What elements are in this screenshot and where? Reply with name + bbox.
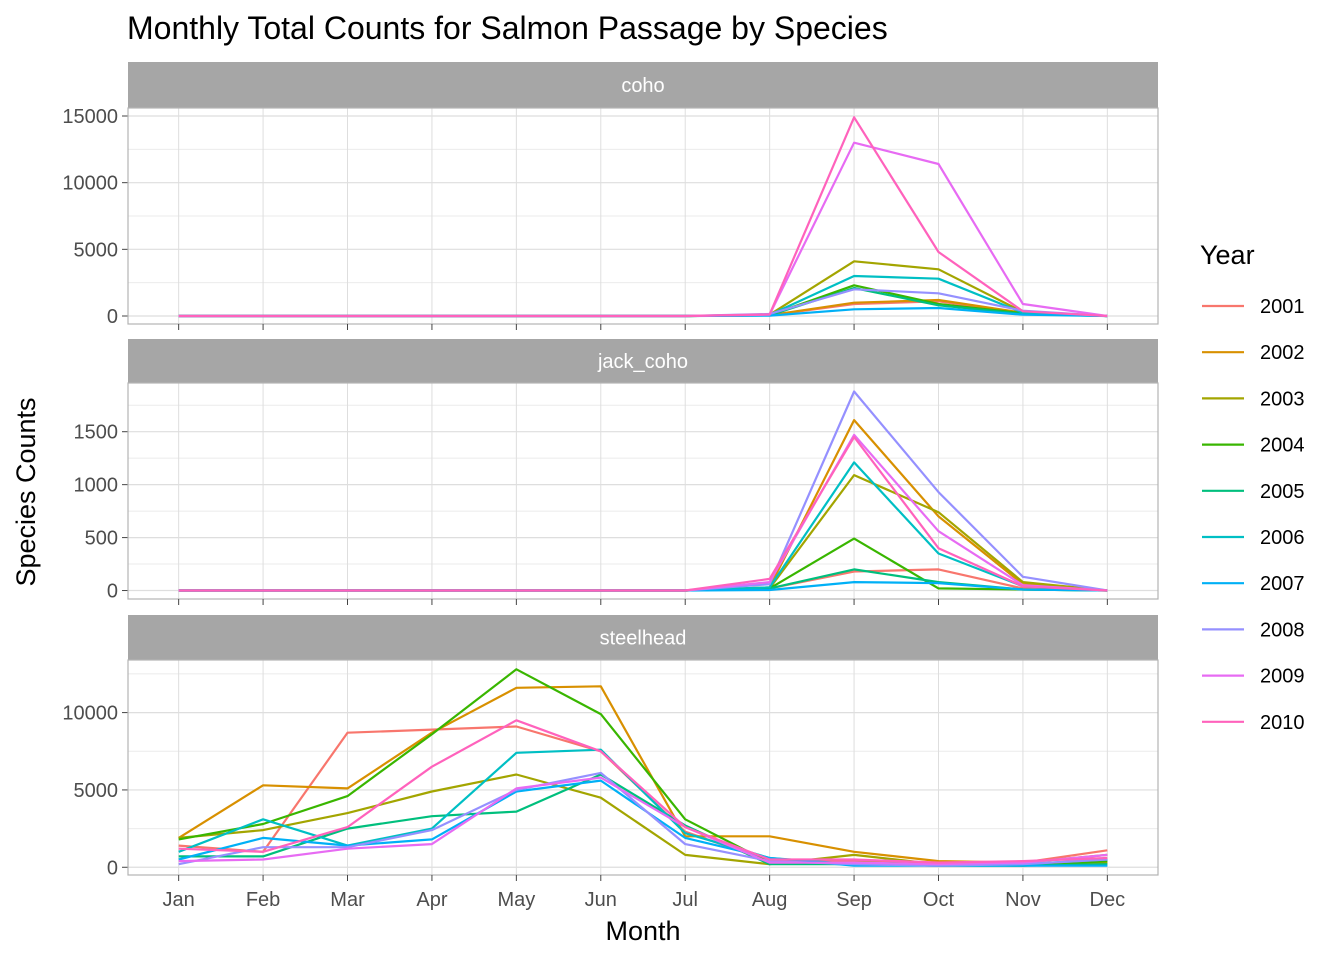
series-line-2008 <box>178 771 1108 867</box>
x-tick-label: Nov <box>1005 889 1041 911</box>
y-tick-label: 1500 <box>74 422 119 444</box>
facet-strip-label: jack_coho <box>597 351 688 373</box>
legend-label: 2001 <box>1260 296 1305 318</box>
x-tick-label: Oct <box>923 889 955 911</box>
legend: Year 2001 2002 2003 2004 2005 2006 2007 2008 200… <box>1200 240 1305 734</box>
x-tick-label: Jan <box>163 889 195 911</box>
series-line-2003 <box>178 474 1108 592</box>
panel-border <box>127 382 1159 600</box>
y-tick-label: 15000 <box>62 106 118 128</box>
y-tick-label: 10000 <box>62 173 118 195</box>
series-line-2006 <box>178 461 1108 592</box>
y-tick-label: 500 <box>85 528 118 550</box>
y-tick-label: 5000 <box>74 239 119 261</box>
y-axis-label: Species Counts <box>11 397 41 586</box>
x-tick-label: Sep <box>836 889 872 911</box>
series-line-2005 <box>178 286 1108 318</box>
legend-label: 2007 <box>1260 573 1305 595</box>
x-tick-label: Feb <box>246 889 280 911</box>
x-tick-label: Jul <box>672 889 698 911</box>
legend-label: 2002 <box>1260 342 1305 364</box>
legend-item-2003: 2003 <box>1202 388 1305 410</box>
legend-item-2004: 2004 <box>1202 435 1305 457</box>
chart-title: Monthly Total Counts for Salmon Passage … <box>127 10 888 46</box>
y-tick-label: 5000 <box>74 780 119 802</box>
x-axis-label: Month <box>605 916 680 946</box>
series-line-2010 <box>178 719 1108 864</box>
y-tick-label: 0 <box>107 857 118 879</box>
series-line-2001 <box>178 568 1108 592</box>
legend-item-2002: 2002 <box>1202 342 1305 364</box>
x-tick-label: Jun <box>585 889 617 911</box>
series-line-2009 <box>178 776 1108 866</box>
legend-label: 2010 <box>1260 712 1305 734</box>
legend-item-2007: 2007 <box>1202 573 1305 595</box>
series-line-2010 <box>178 116 1108 318</box>
facet-steelhead: steelhead 0 5000 10000 <box>62 615 1159 881</box>
facet-jack-coho: jack_coho 0 500 1000 1500 <box>74 339 1159 605</box>
legend-label: 2005 <box>1260 481 1305 503</box>
y-tick-label: 0 <box>107 306 118 328</box>
y-tick-label: 10000 <box>62 703 118 725</box>
facet-strip-label: steelhead <box>600 628 687 650</box>
legend-title: Year <box>1200 240 1255 270</box>
facet-strip <box>128 339 1158 383</box>
x-tick-label: Dec <box>1090 889 1126 911</box>
legend-item-2009: 2009 <box>1202 666 1305 688</box>
legend-label: 2006 <box>1260 527 1305 549</box>
x-tick-label: Mar <box>330 889 365 911</box>
series-line-2010 <box>178 435 1108 592</box>
legend-item-2001: 2001 <box>1202 296 1305 318</box>
y-tick-label: 0 <box>107 581 118 603</box>
legend-item-2005: 2005 <box>1202 481 1305 503</box>
facet-coho: coho 0 5000 10000 15000 <box>62 62 1159 330</box>
legend-item-2008: 2008 <box>1202 619 1305 641</box>
facet-strip-label: coho <box>621 75 664 97</box>
x-tick-label: May <box>497 889 535 911</box>
legend-label: 2009 <box>1260 666 1305 688</box>
legend-label: 2008 <box>1260 619 1305 641</box>
panel-border <box>127 107 1159 325</box>
legend-item-2010: 2010 <box>1202 712 1305 734</box>
facet-strip <box>128 62 1158 108</box>
series-line-2005 <box>178 568 1108 592</box>
x-tick-label: Aug <box>752 889 788 911</box>
facet-strip <box>128 615 1158 660</box>
legend-item-2006: 2006 <box>1202 527 1305 549</box>
legend-label: 2004 <box>1260 435 1305 457</box>
x-tick-label: Apr <box>416 889 447 911</box>
x-axis: Jan Feb Mar Apr May Jun Jul Aug Sep Oct Nov Dec <box>163 889 1126 911</box>
facet-panels: coho050001000015000jack_coho050010001500… <box>62 62 1159 881</box>
series-line-2008 <box>178 288 1108 318</box>
panel-border <box>127 659 1159 876</box>
legend-label: 2003 <box>1260 388 1305 410</box>
y-tick-label: 1000 <box>74 475 119 497</box>
